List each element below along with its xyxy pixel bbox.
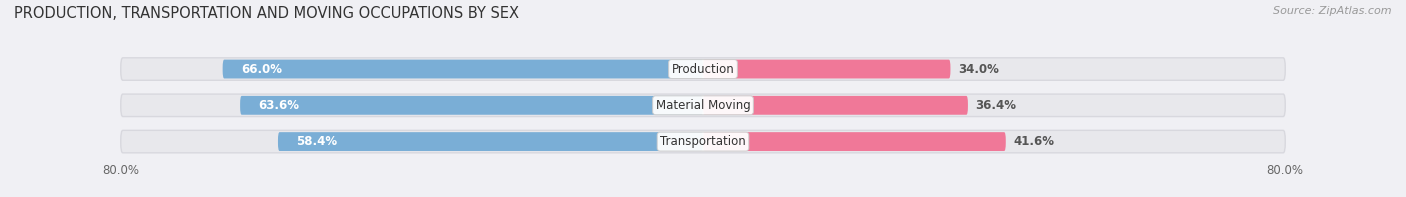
FancyBboxPatch shape (703, 60, 950, 78)
FancyBboxPatch shape (222, 60, 703, 78)
Text: Source: ZipAtlas.com: Source: ZipAtlas.com (1274, 6, 1392, 16)
Text: 58.4%: 58.4% (297, 135, 337, 148)
FancyBboxPatch shape (121, 58, 1285, 80)
Text: Production: Production (672, 62, 734, 75)
Text: 41.6%: 41.6% (1014, 135, 1054, 148)
Text: Transportation: Transportation (661, 135, 745, 148)
Text: 66.0%: 66.0% (240, 62, 281, 75)
FancyBboxPatch shape (121, 94, 1285, 117)
Text: 34.0%: 34.0% (957, 62, 998, 75)
Text: PRODUCTION, TRANSPORTATION AND MOVING OCCUPATIONS BY SEX: PRODUCTION, TRANSPORTATION AND MOVING OC… (14, 6, 519, 21)
Text: Material Moving: Material Moving (655, 99, 751, 112)
Text: 63.6%: 63.6% (259, 99, 299, 112)
FancyBboxPatch shape (278, 132, 703, 151)
FancyBboxPatch shape (240, 96, 703, 115)
Text: 36.4%: 36.4% (976, 99, 1017, 112)
FancyBboxPatch shape (703, 96, 967, 115)
FancyBboxPatch shape (703, 132, 1005, 151)
FancyBboxPatch shape (121, 130, 1285, 153)
